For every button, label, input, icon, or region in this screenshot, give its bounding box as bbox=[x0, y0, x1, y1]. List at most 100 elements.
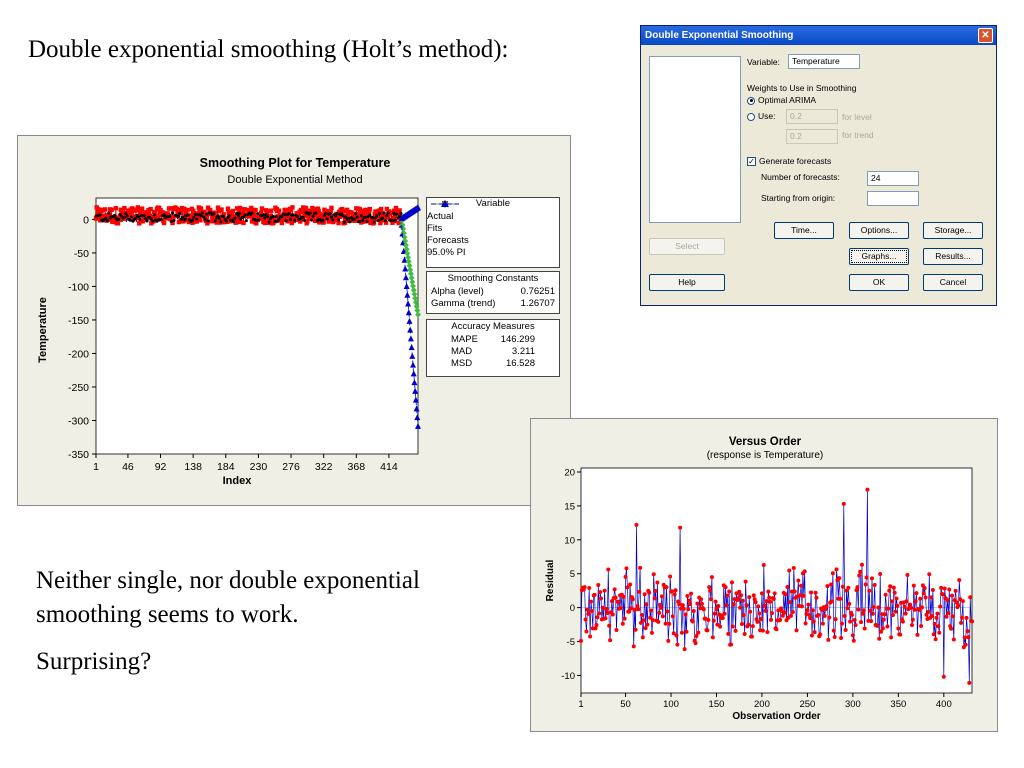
actual-point bbox=[183, 217, 187, 221]
fits-point bbox=[161, 220, 167, 226]
accuracy-name: MSD bbox=[451, 358, 473, 369]
residual-point bbox=[764, 599, 769, 604]
residual-point bbox=[826, 637, 831, 642]
residual-point bbox=[805, 608, 810, 613]
actual-point bbox=[244, 219, 248, 223]
actual-point bbox=[192, 215, 196, 219]
dialog-title: Double Exponential Smoothing bbox=[645, 30, 794, 41]
residual-point bbox=[945, 598, 950, 603]
graphs-button[interactable]: Graphs... bbox=[849, 248, 909, 265]
fits-point bbox=[384, 206, 389, 212]
storage-button[interactable]: Storage... bbox=[923, 222, 983, 239]
actual-point bbox=[216, 214, 220, 218]
cancel-button[interactable]: Cancel bbox=[923, 274, 983, 291]
residual-point bbox=[878, 572, 883, 577]
actual-point bbox=[186, 213, 190, 217]
residual-point bbox=[650, 618, 655, 623]
residual-point bbox=[619, 605, 624, 610]
residual-point bbox=[682, 647, 687, 652]
residual-point bbox=[834, 567, 839, 572]
actual-point bbox=[124, 212, 128, 216]
constant-row: Gamma (trend) 1.26707 bbox=[427, 298, 559, 310]
time-button[interactable]: Time... bbox=[774, 222, 834, 239]
y-tick-label: 10 bbox=[564, 535, 575, 546]
x-tick-label: 250 bbox=[799, 699, 815, 710]
residual-point bbox=[651, 572, 656, 577]
residual-point bbox=[822, 613, 827, 618]
actual-point bbox=[232, 220, 236, 224]
residual-point bbox=[747, 595, 752, 600]
residual-point bbox=[614, 627, 619, 632]
results-button[interactable]: Results... bbox=[923, 248, 983, 265]
starting-origin-field[interactable] bbox=[867, 191, 919, 206]
residual-point bbox=[628, 582, 633, 587]
residual-point bbox=[584, 629, 589, 634]
y-tick-label: -200 bbox=[68, 348, 89, 360]
radio-unselected-icon[interactable] bbox=[747, 112, 755, 121]
select-button[interactable]: Select bbox=[649, 238, 725, 255]
residual-point bbox=[861, 608, 866, 613]
use-radio[interactable]: Use: bbox=[747, 111, 775, 121]
forecast-point bbox=[412, 295, 419, 302]
residual-point bbox=[831, 628, 836, 633]
actual-point bbox=[325, 217, 329, 221]
residual-point bbox=[681, 606, 686, 611]
residual-point bbox=[851, 638, 856, 643]
residual-point bbox=[949, 626, 954, 631]
actual-point bbox=[200, 211, 204, 215]
residual-point bbox=[673, 588, 678, 593]
variables-listbox[interactable] bbox=[649, 56, 741, 223]
residual-point bbox=[774, 627, 779, 632]
trend-weight-field[interactable]: 0.2 bbox=[786, 129, 838, 144]
residual-point bbox=[705, 628, 710, 633]
fits-point bbox=[106, 213, 111, 219]
residual-point bbox=[685, 594, 690, 599]
residual-point bbox=[921, 591, 926, 596]
y-tick-label: -50 bbox=[74, 248, 89, 260]
options-button[interactable]: Options... bbox=[849, 222, 909, 239]
generate-forecasts-checkbox[interactable]: ✓ Generate forecasts bbox=[747, 156, 831, 167]
ok-button[interactable]: OK bbox=[849, 274, 909, 291]
residual-point bbox=[604, 606, 609, 611]
fits-point bbox=[220, 216, 225, 222]
fits-point bbox=[321, 220, 326, 225]
residual-point bbox=[733, 628, 738, 633]
y-axis-label: Residual bbox=[545, 559, 556, 601]
actual-point bbox=[134, 216, 138, 220]
help-button[interactable]: Help bbox=[649, 274, 725, 291]
constant-name: Alpha (level) bbox=[431, 286, 484, 297]
close-icon[interactable]: ✕ bbox=[978, 28, 993, 43]
residual-point bbox=[965, 629, 970, 634]
residual-point bbox=[791, 566, 796, 571]
fits-point bbox=[230, 208, 236, 214]
fits-point bbox=[358, 216, 363, 221]
variable-field[interactable]: Temperature bbox=[788, 54, 860, 69]
residual-point bbox=[832, 634, 837, 639]
optimal-arima-radio[interactable]: Optimal ARIMA bbox=[747, 95, 816, 105]
checkbox-checked-icon[interactable]: ✓ bbox=[747, 157, 756, 167]
actual-point bbox=[335, 211, 339, 215]
residual-point bbox=[607, 623, 612, 628]
residual-point bbox=[613, 595, 618, 600]
fits-point bbox=[337, 214, 343, 219]
residual-point bbox=[959, 615, 964, 620]
fits-point bbox=[119, 209, 124, 215]
chart-subtitle: (response is Temperature) bbox=[707, 450, 824, 461]
actual-point bbox=[386, 211, 390, 215]
level-weight-field[interactable]: 0.2 bbox=[786, 109, 838, 124]
fits-point bbox=[110, 219, 116, 225]
residual-point bbox=[724, 603, 729, 608]
x-tick-label: 300 bbox=[845, 699, 861, 710]
number-of-forecasts-field[interactable]: 24 bbox=[867, 171, 919, 186]
fits-point bbox=[268, 213, 273, 219]
dialog-titlebar[interactable]: Double Exponential Smoothing ✕ bbox=[641, 26, 996, 45]
radio-selected-icon[interactable] bbox=[747, 96, 755, 105]
residual-point bbox=[904, 599, 909, 604]
actual-point bbox=[144, 217, 148, 221]
residual-point bbox=[621, 594, 626, 599]
actual-point bbox=[227, 214, 231, 218]
fits-point bbox=[288, 207, 294, 212]
residual-point bbox=[695, 601, 700, 606]
fits-point bbox=[164, 211, 169, 216]
fits-point bbox=[246, 208, 251, 213]
